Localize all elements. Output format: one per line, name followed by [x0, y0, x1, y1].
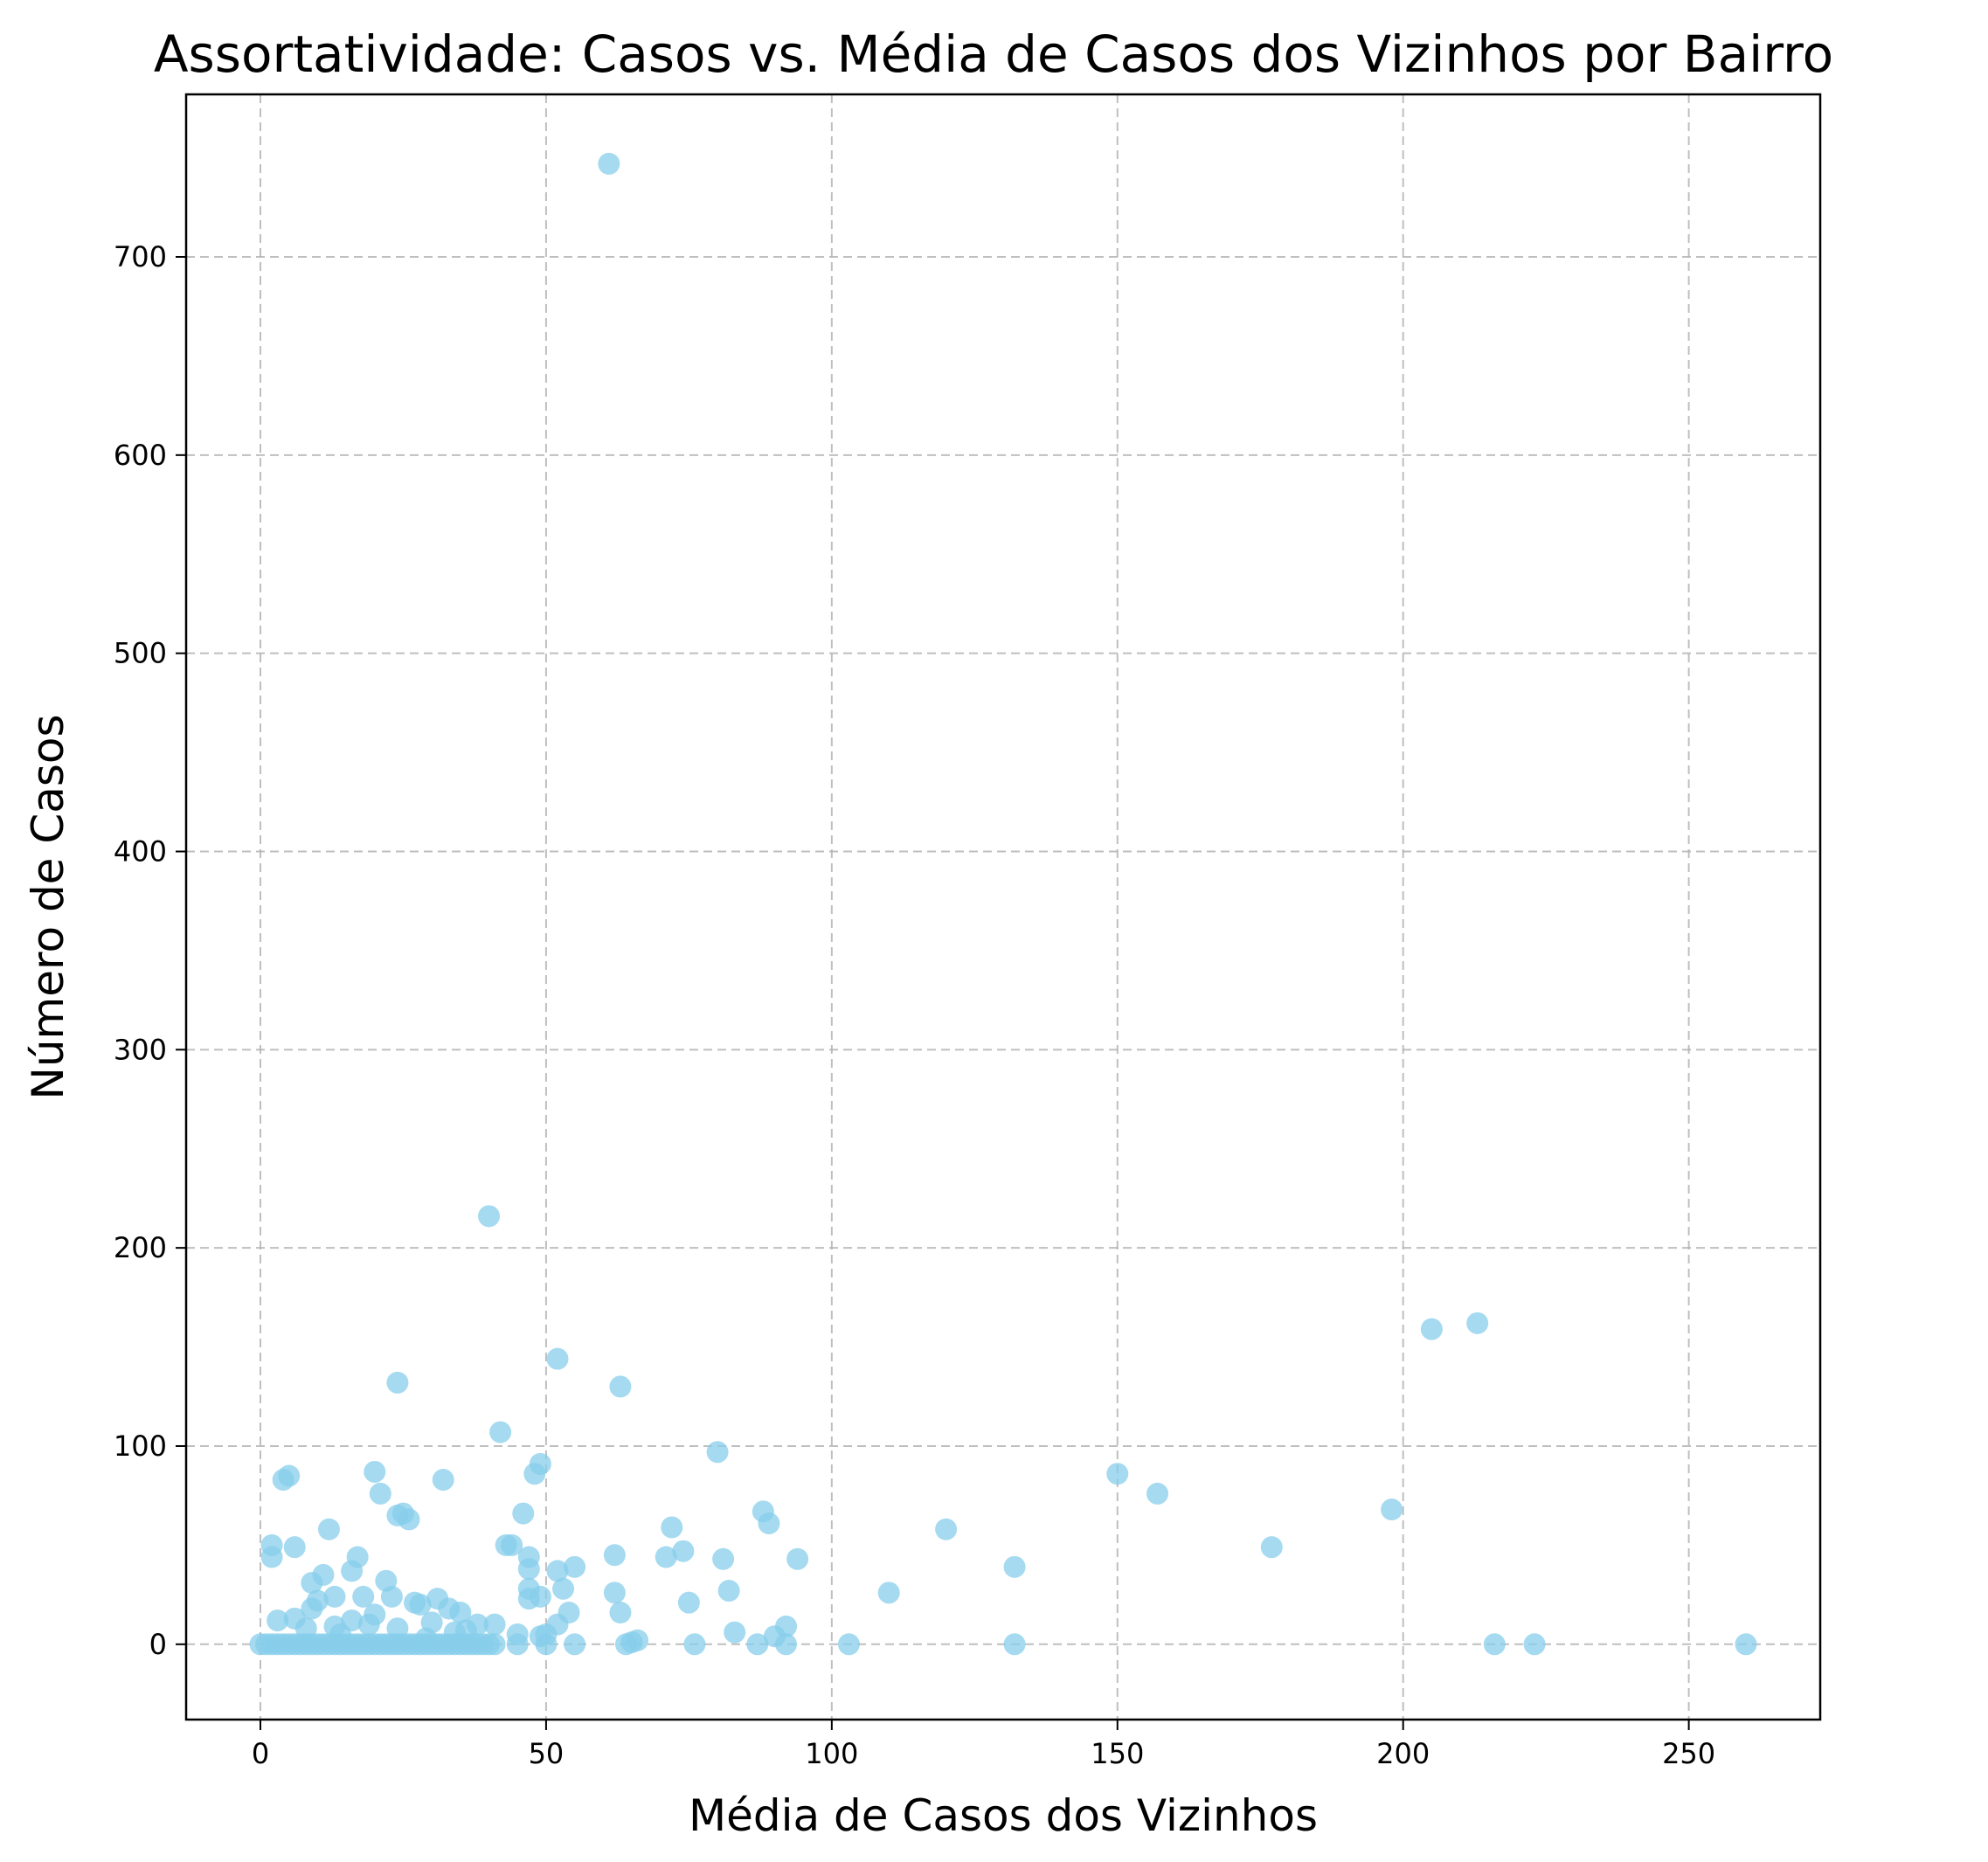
data-point [391, 1502, 414, 1525]
y-tick-label: 600 [114, 439, 167, 472]
data-point [341, 1609, 364, 1632]
y-tick-label: 200 [114, 1231, 167, 1264]
chart-title: Assortatividade: Casos vs. Média de Caso… [154, 24, 1833, 84]
data-point [775, 1633, 798, 1656]
data-point [443, 1621, 466, 1644]
data-point [529, 1585, 551, 1608]
data-point [386, 1371, 409, 1394]
data-point [1003, 1633, 1026, 1656]
data-point [489, 1421, 512, 1443]
data-point [341, 1560, 364, 1582]
data-point [449, 1602, 472, 1624]
data-point [466, 1613, 488, 1636]
data-point [432, 1469, 454, 1492]
data-point [546, 1347, 569, 1370]
data-point [478, 1205, 501, 1228]
data-point [283, 1536, 306, 1559]
data-point [758, 1512, 780, 1534]
data-point [609, 1375, 632, 1398]
x-tick-label: 100 [805, 1737, 858, 1770]
data-point [609, 1602, 632, 1624]
data-point [724, 1621, 746, 1644]
data-point [483, 1613, 506, 1636]
x-tick-label: 250 [1662, 1737, 1715, 1770]
data-point [655, 1546, 677, 1568]
data-point [672, 1540, 695, 1562]
data-point [1260, 1536, 1283, 1559]
x-tick-label: 150 [1091, 1737, 1144, 1770]
data-point [1420, 1318, 1443, 1340]
data-point [260, 1546, 283, 1568]
data-point [564, 1633, 586, 1656]
data-point [409, 1593, 432, 1616]
data-point [1003, 1555, 1026, 1578]
y-tick-label: 100 [114, 1429, 167, 1463]
data-point [1146, 1482, 1169, 1505]
data-point [323, 1615, 346, 1637]
data-point [369, 1482, 391, 1505]
data-point [877, 1582, 900, 1604]
y-axis-ticks: 0 100 200 300 400 500 600 700 [114, 240, 186, 1661]
y-tick-label: 300 [114, 1033, 167, 1066]
data-point [683, 1633, 706, 1656]
data-point [278, 1464, 301, 1487]
y-tick-label: 400 [114, 834, 167, 868]
data-point [564, 1555, 586, 1578]
data-point [1483, 1633, 1506, 1656]
data-point [512, 1502, 535, 1525]
data-point [1466, 1312, 1489, 1334]
data-point [267, 1609, 289, 1632]
data-point [420, 1611, 443, 1634]
x-tick-label: 50 [529, 1737, 565, 1770]
data-point [1106, 1463, 1129, 1485]
data-point [786, 1547, 809, 1570]
data-point [677, 1591, 700, 1614]
data-point [603, 1544, 626, 1567]
data-point [598, 152, 620, 175]
data-point [501, 1533, 523, 1556]
data-point [614, 1633, 637, 1656]
data-point [529, 1625, 551, 1648]
data-point [506, 1623, 529, 1645]
data-point [1735, 1633, 1757, 1656]
data-point [717, 1580, 740, 1602]
data-point [483, 1633, 506, 1656]
x-axis-ticks: 0 50 100 150 200 250 [252, 1720, 1715, 1770]
data-point [746, 1633, 769, 1656]
data-point [364, 1603, 386, 1626]
data-point [1381, 1499, 1403, 1521]
data-point [364, 1460, 386, 1483]
data-point [352, 1585, 375, 1608]
data-point [323, 1585, 346, 1608]
data-point [380, 1585, 403, 1608]
y-axis-label: Número de Casos [23, 714, 73, 1099]
data-point [546, 1560, 569, 1582]
data-point [712, 1547, 735, 1570]
data-point [935, 1518, 958, 1540]
data-point [301, 1597, 323, 1620]
x-axis-label: Média de Casos dos Vizinhos [689, 1790, 1318, 1841]
data-point [837, 1633, 860, 1656]
grid [186, 94, 1820, 1720]
y-tick-label: 700 [114, 240, 167, 273]
data-point [317, 1518, 340, 1540]
plot-frame [184, 93, 1822, 1721]
data-point [552, 1577, 575, 1600]
data-points [249, 152, 1757, 1656]
data-point [312, 1563, 335, 1586]
x-tick-label: 200 [1376, 1737, 1430, 1770]
data-point [603, 1582, 626, 1604]
y-tick-label: 500 [114, 637, 167, 670]
x-tick-label: 0 [252, 1737, 269, 1770]
data-point [523, 1463, 546, 1485]
data-point [661, 1516, 683, 1539]
data-point [517, 1558, 540, 1581]
y-tick-label: 0 [149, 1628, 167, 1661]
data-point [706, 1441, 729, 1464]
data-point [386, 1617, 409, 1640]
data-point [1523, 1633, 1546, 1656]
data-point [294, 1617, 317, 1640]
